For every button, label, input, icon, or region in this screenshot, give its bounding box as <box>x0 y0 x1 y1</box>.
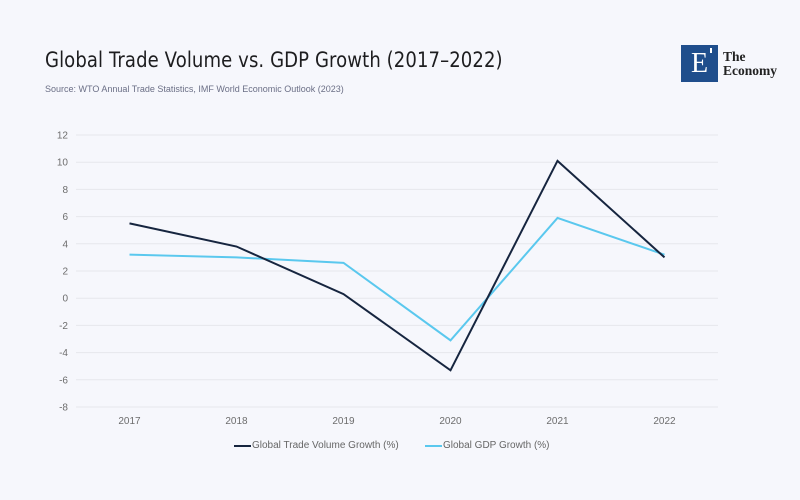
x-tick-label: 2021 <box>546 416 569 427</box>
x-tick-label: 2017 <box>118 416 141 427</box>
logo-line-2: Economy <box>723 62 777 78</box>
logo-mark-icon: E <box>681 45 718 82</box>
y-tick-label: -4 <box>59 348 68 359</box>
gridlines <box>76 134 718 408</box>
x-tick-label: 2019 <box>332 416 355 427</box>
series-line-gdp <box>129 216 665 342</box>
legend-item-gdp: Global GDP Growth (%) <box>425 440 550 451</box>
y-tick-label: 12 <box>57 131 69 142</box>
y-tick-label: 10 <box>57 158 69 169</box>
x-tick-label: 2022 <box>653 416 676 427</box>
y-tick-label: 8 <box>62 185 68 196</box>
y-tick-label: 4 <box>62 239 68 250</box>
legend-item-trade: Global Trade Volume Growth (%) <box>234 440 399 451</box>
legend-label-trade: Global Trade Volume Growth (%) <box>252 440 399 451</box>
chart-title: Global Trade Volume vs. GDP Growth (2017… <box>45 48 503 72</box>
x-axis-ticks: 2017 2018 2019 2020 2021 2022 <box>118 416 676 427</box>
chart-source: Source: WTO Annual Trade Statistics, IMF… <box>45 84 344 94</box>
y-tick-label: 6 <box>62 212 68 223</box>
x-tick-label: 2020 <box>439 416 462 427</box>
y-tick-label: 0 <box>62 294 68 305</box>
y-axis-ticks: 12 10 8 6 4 2 0 -2 -4 -6 -8 <box>57 131 69 414</box>
series-line-trade-volume <box>129 159 666 372</box>
publisher-logo: E The Economy <box>681 45 777 82</box>
legend-label-gdp: Global GDP Growth (%) <box>443 440 550 451</box>
legend-swatch-trade <box>234 444 251 447</box>
logo-line-1: The <box>723 48 746 64</box>
y-tick-label: -2 <box>59 321 68 332</box>
series-lines <box>129 159 666 372</box>
x-tick-label: 2018 <box>225 416 248 427</box>
legend-swatch-gdp <box>425 444 442 447</box>
y-tick-label: -6 <box>59 375 68 386</box>
y-tick-label: 2 <box>62 267 68 278</box>
logo-text: The Economy <box>723 48 777 78</box>
y-tick-label: -8 <box>59 403 68 414</box>
